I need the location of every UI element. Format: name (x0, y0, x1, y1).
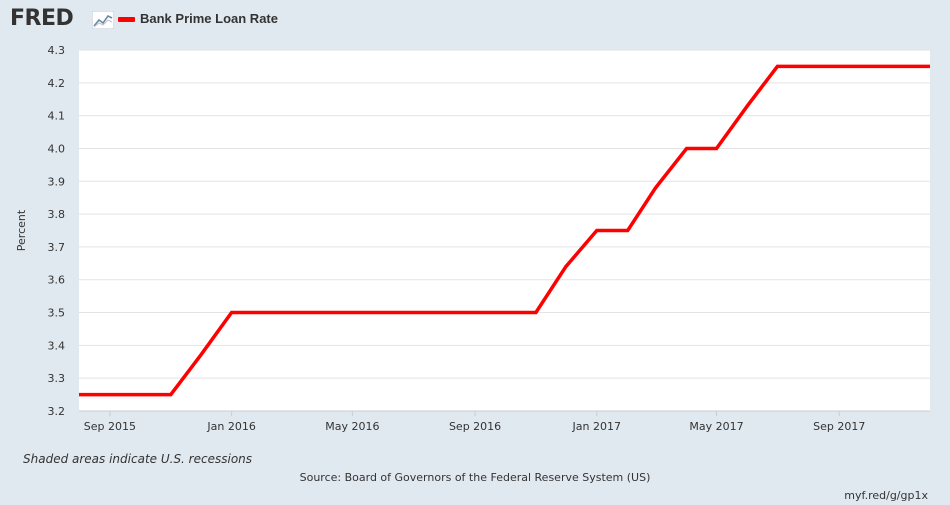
y-tick-label: 4.0 (48, 142, 66, 155)
y-tick-label: 3.4 (48, 339, 66, 352)
line-chart: 3.2 3.3 3.4 3.5 3.6 3.7 3.8 3.9 4.0 4.1 4.2 4.3 Sep… (15, 44, 930, 433)
y-tick-label: 3.3 (48, 372, 66, 385)
y-axis-ticks: 3.2 3.3 3.4 3.5 3.6 3.7 3.8 3.9 4.0 4.1 4.2 4.3 (48, 44, 66, 418)
x-tick-label: May 2016 (325, 420, 379, 433)
y-tick-label: 4.2 (48, 77, 66, 90)
x-tick-label: Jan 2016 (206, 420, 255, 433)
y-axis-label: Percent (15, 209, 28, 251)
chart-header: FRED Bank Prime Loan Rate (0, 0, 950, 42)
x-tick-label: Sep 2017 (813, 420, 865, 433)
trend-graph-icon (92, 11, 114, 29)
y-tick-label: 3.9 (48, 175, 66, 188)
y-tick-label: 3.8 (48, 208, 66, 221)
y-tick-label: 4.3 (48, 44, 66, 57)
x-tick-label: Jan 2017 (572, 420, 621, 433)
y-tick-label: 4.1 (48, 110, 66, 123)
x-tick-label: May 2017 (689, 420, 743, 433)
fred-logo: FRED (10, 6, 74, 31)
source-text: Source: Board of Governors of the Federa… (299, 471, 651, 484)
y-tick-label: 3.6 (48, 274, 66, 287)
short-link[interactable]: myf.red/g/gp1x (844, 489, 928, 502)
x-axis-ticks: Sep 2015 Jan 2016 May 2016 Sep 2016 Jan 2017… (79, 410, 930, 433)
gridlines (79, 49, 930, 412)
series-line (79, 64, 930, 397)
legend-label: Bank Prime Loan Rate (140, 11, 278, 26)
legend-swatch (118, 17, 135, 22)
x-tick-label: Sep 2016 (449, 420, 501, 433)
y-tick-label: 3.7 (48, 241, 66, 254)
plot-area (79, 50, 930, 411)
x-tick-label: Sep 2015 (84, 420, 136, 433)
y-tick-label: 3.5 (48, 307, 66, 320)
y-tick-label: 3.2 (48, 405, 66, 418)
recession-note: Shaded areas indicate U.S. recessions (23, 452, 253, 466)
